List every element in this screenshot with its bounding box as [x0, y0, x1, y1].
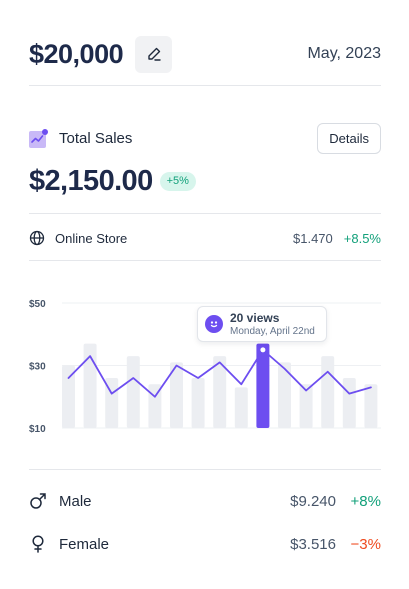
- bar: [342, 378, 356, 428]
- budget-amount: $20,000: [29, 38, 124, 69]
- bar: [321, 356, 335, 428]
- total-sales-title: Total Sales: [59, 130, 133, 147]
- globe-icon: [29, 230, 45, 246]
- segment-row-female[interactable]: Female $3.516 −3%: [29, 531, 381, 557]
- bar: [170, 362, 183, 428]
- details-button[interactable]: Details: [317, 123, 381, 154]
- bar: [126, 356, 140, 428]
- bar: [234, 387, 248, 428]
- bar: [191, 378, 205, 428]
- sales-chart-icon: [29, 129, 48, 148]
- sales-chart: $50 $30 $10: [29, 299, 381, 435]
- divider: [29, 469, 381, 470]
- trend-line: [67, 348, 372, 398]
- total-sales-value-row: $2,150.00 +5%: [29, 163, 196, 199]
- divider: [29, 213, 381, 214]
- bar: [83, 343, 97, 428]
- male-icon: [30, 493, 46, 509]
- y-tick-label: $30: [29, 362, 46, 373]
- segment-amount: $9.240: [290, 492, 336, 510]
- tooltip-subtitle: Monday, April 22nd: [230, 325, 315, 337]
- smile-icon: [205, 315, 223, 333]
- segment-change: +8%: [350, 492, 381, 510]
- total-sales-value: $2,150.00: [29, 164, 153, 197]
- bar: [62, 365, 75, 428]
- online-store-row[interactable]: Online Store $1.470 +8.5%: [29, 227, 381, 249]
- budget-header: $20,000 May, 2023: [29, 35, 381, 73]
- y-tick-label: $50: [29, 299, 46, 310]
- bar: [148, 384, 162, 428]
- highlight-point: [260, 347, 266, 353]
- segment-label: Female: [59, 535, 110, 553]
- segment-amount: $3.516: [290, 535, 336, 553]
- total-sales-header: Total Sales Details: [29, 123, 381, 154]
- bar: [364, 384, 378, 428]
- bar: [278, 362, 291, 428]
- y-tick-label: $10: [29, 424, 46, 435]
- segment-row-male[interactable]: Male $9.240 +8%: [29, 488, 381, 514]
- store-label: Online Store: [55, 230, 128, 246]
- chart-tooltip: 20 views Monday, April 22nd: [197, 306, 327, 342]
- highlighted-bar: [256, 343, 270, 428]
- pencil-icon: [147, 47, 161, 61]
- store-change: +8.5%: [343, 230, 381, 246]
- bar: [213, 356, 227, 428]
- divider: [29, 85, 381, 86]
- period-label: May, 2023: [307, 45, 381, 62]
- female-icon: [32, 535, 44, 553]
- edit-button[interactable]: [135, 35, 173, 73]
- tooltip-title: 20 views: [230, 310, 280, 325]
- bar: [299, 384, 313, 428]
- divider: [29, 260, 381, 261]
- segment-label: Male: [59, 492, 92, 510]
- change-badge: +5%: [159, 171, 196, 191]
- segment-change: −3%: [350, 535, 381, 553]
- store-amount: $1.470: [293, 230, 333, 246]
